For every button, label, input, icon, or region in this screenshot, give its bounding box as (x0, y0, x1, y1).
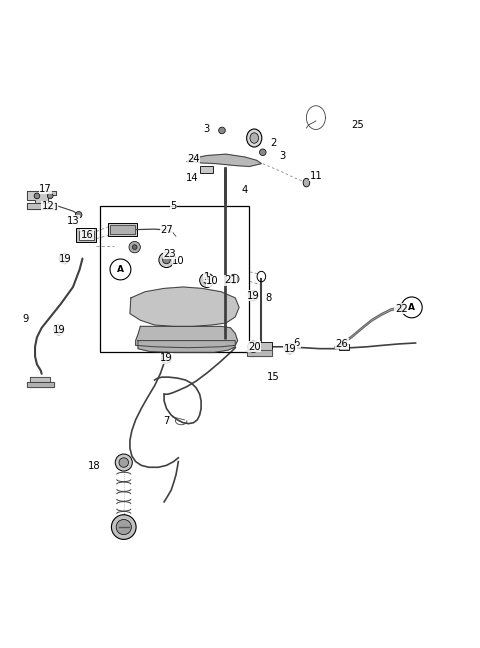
Circle shape (54, 325, 64, 335)
Text: A: A (117, 265, 124, 274)
Bar (108, 223, 137, 237)
Text: 14: 14 (186, 173, 199, 183)
Text: 16: 16 (81, 230, 94, 240)
Bar (339, 344, 349, 350)
Text: 27: 27 (160, 225, 173, 235)
Text: 10: 10 (172, 257, 185, 266)
Circle shape (48, 193, 53, 199)
Text: 3: 3 (279, 150, 286, 161)
Text: 25: 25 (351, 120, 364, 130)
Circle shape (248, 290, 259, 301)
Circle shape (129, 242, 140, 253)
Circle shape (34, 193, 40, 199)
Bar (200, 167, 213, 173)
Circle shape (260, 149, 266, 156)
Polygon shape (130, 287, 239, 327)
Text: 19: 19 (59, 253, 72, 264)
Circle shape (285, 343, 295, 354)
Text: 5: 5 (170, 202, 177, 211)
Polygon shape (27, 191, 56, 203)
Bar (110, 225, 135, 235)
Text: 17: 17 (39, 184, 52, 194)
Polygon shape (136, 327, 238, 348)
Bar (100, 206, 250, 353)
Text: 1: 1 (204, 272, 210, 281)
Circle shape (115, 454, 132, 471)
Ellipse shape (250, 133, 259, 143)
Polygon shape (27, 203, 56, 209)
Circle shape (159, 252, 174, 268)
Polygon shape (30, 377, 50, 382)
Circle shape (219, 127, 225, 133)
Text: A: A (408, 303, 415, 312)
Text: 24: 24 (187, 154, 200, 164)
Polygon shape (138, 341, 235, 353)
Text: 6: 6 (294, 338, 300, 348)
Circle shape (204, 277, 210, 284)
Circle shape (229, 274, 239, 284)
Text: 26: 26 (336, 339, 348, 349)
Text: 10: 10 (206, 276, 219, 286)
Text: 15: 15 (267, 372, 279, 382)
Text: 23: 23 (164, 249, 176, 259)
Text: 19: 19 (53, 325, 66, 335)
Text: 13: 13 (67, 216, 79, 226)
Circle shape (75, 211, 82, 218)
Text: 19: 19 (247, 290, 260, 301)
Text: 7: 7 (163, 416, 169, 426)
Text: 21: 21 (224, 275, 237, 285)
Circle shape (161, 353, 172, 364)
Polygon shape (247, 350, 272, 356)
Bar (251, 341, 272, 350)
Circle shape (248, 341, 259, 353)
Text: 22: 22 (395, 304, 408, 314)
Circle shape (111, 515, 136, 539)
Circle shape (200, 273, 214, 288)
Circle shape (59, 253, 70, 264)
Polygon shape (26, 382, 54, 387)
Text: 19: 19 (160, 353, 173, 363)
Ellipse shape (303, 178, 310, 187)
Bar (76, 228, 96, 242)
Text: 19: 19 (284, 343, 296, 354)
Text: 2: 2 (270, 138, 276, 148)
Bar (79, 231, 94, 240)
Text: 8: 8 (265, 293, 272, 303)
Circle shape (119, 457, 129, 467)
Circle shape (132, 245, 137, 249)
Circle shape (398, 303, 407, 312)
Ellipse shape (247, 129, 262, 147)
Polygon shape (187, 154, 261, 167)
Circle shape (116, 520, 132, 535)
Text: 20: 20 (248, 341, 261, 352)
Text: 3: 3 (204, 124, 210, 135)
Text: 12: 12 (41, 202, 54, 211)
Text: 4: 4 (241, 185, 248, 195)
Text: 18: 18 (87, 461, 100, 471)
Circle shape (163, 256, 170, 264)
Text: 9: 9 (23, 314, 29, 324)
Text: 11: 11 (310, 171, 322, 181)
